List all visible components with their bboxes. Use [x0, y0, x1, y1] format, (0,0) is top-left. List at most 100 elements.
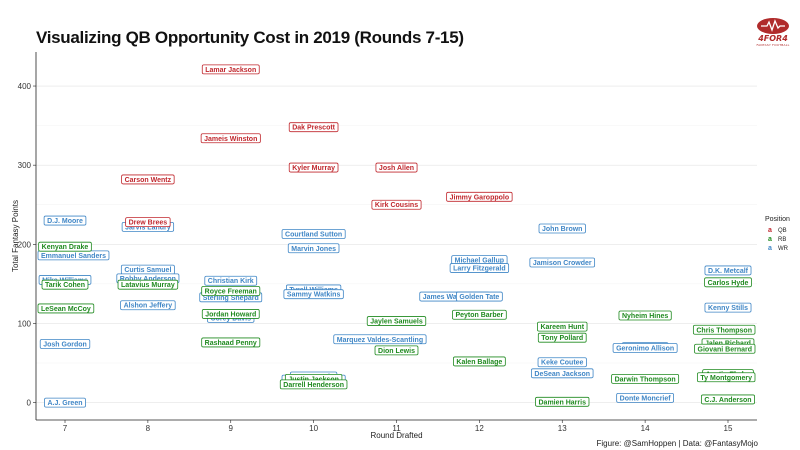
data-point-label: Damien Harris	[535, 396, 590, 407]
label-text: Keke Coutee	[541, 360, 584, 367]
label-text: Peyton Barber	[455, 312, 503, 319]
y-tick-label: 0	[27, 399, 32, 408]
label-box	[704, 277, 752, 288]
label-box	[616, 392, 674, 403]
label-box	[611, 373, 680, 384]
label-box	[288, 162, 339, 173]
label-text: A.J. Green	[47, 400, 82, 407]
label-text: Larry Fitzgerald	[453, 266, 506, 273]
label-text: Carson Wentz	[125, 177, 172, 184]
label-text: Kyler Murray	[292, 165, 335, 172]
legend-item-qb: a QB	[765, 226, 790, 235]
data-point-label: Kalen Ballage	[453, 356, 506, 367]
data-point-label: Josh Gordon	[39, 339, 91, 349]
label-text: Latavius Murray	[121, 282, 175, 289]
label-box	[537, 332, 587, 343]
label-text: Donte Moncrief	[620, 395, 672, 402]
label-box	[125, 217, 171, 228]
label-box	[704, 302, 752, 313]
label-text: Kenyan Drake	[42, 244, 89, 251]
y-tick-label: 400	[18, 82, 32, 91]
label-text: Corey Davis	[211, 315, 252, 322]
label-box	[374, 345, 419, 356]
label-box	[288, 122, 339, 133]
data-point-label: Kareem Hunt	[537, 321, 588, 332]
x-tick-label: 9	[229, 424, 234, 433]
data-point-label: Kirk Cousins	[371, 199, 422, 210]
brand-logo: 4FOR4 FANTASY FOOTBALL	[752, 17, 794, 51]
data-point-label: D.J. Moore	[43, 215, 87, 226]
data-point-label: Geronimo Allison	[612, 343, 678, 353]
label-text: Sterling Shepard	[203, 295, 259, 302]
label-text: Sammy Watkins	[287, 292, 341, 299]
data-point-label: Carson Wentz	[121, 174, 175, 185]
data-point-label: Kenyan Drake	[38, 241, 92, 252]
y-tick-label: 100	[18, 319, 32, 328]
data-point-label: Darrell Henderson	[279, 379, 348, 390]
label-box	[201, 337, 261, 348]
data-point-label: Kyler Murray	[288, 162, 339, 173]
data-point-label: Giovani Bernard	[694, 343, 756, 354]
label-text: D.K. Metcalf	[708, 268, 749, 275]
label-text: Josh Allen	[379, 165, 414, 172]
label-text: Jameis Winston	[204, 136, 257, 143]
label-box	[692, 324, 756, 335]
label-text: Darrell Henderson	[283, 382, 344, 389]
x-axis-title: Round Drafted	[370, 431, 422, 440]
data-point-label: Peyton Barber	[452, 309, 507, 320]
label-box	[200, 133, 261, 144]
label-text: Lamar Jackson	[205, 67, 256, 74]
data-point-label: Courtland Sutton	[281, 229, 346, 239]
label-text: D.J. Moore	[47, 218, 83, 225]
label-text: C.J. Anderson	[704, 397, 751, 404]
x-tick-label: 12	[475, 424, 484, 433]
figure-caption: Figure: @SamHoppen | Data: @FantasyMojo	[596, 439, 759, 448]
label-box	[449, 263, 510, 273]
x-tick-label: 11	[392, 424, 401, 433]
data-point-label: Rashaad Penny	[201, 337, 261, 348]
data-point-label: DeSean Jackson	[531, 368, 594, 379]
label-text: Kirk Cousins	[375, 202, 418, 209]
label-text: Nyheim Hines	[622, 313, 668, 320]
data-point-label: Alshon Jeffery	[120, 300, 176, 311]
label-text: Jamison Crowder	[533, 260, 592, 267]
label-box	[535, 396, 590, 407]
label-text: Jimmy Garoppolo	[450, 194, 510, 201]
legend-label: QB	[778, 227, 787, 234]
label-box	[538, 223, 586, 234]
data-point-label: Christian Kirk	[204, 275, 258, 286]
label-text: Christian Kirk	[208, 278, 254, 285]
label-box	[281, 229, 346, 239]
data-point-label: Royce Freeman	[201, 286, 261, 296]
label-text: Marquez Valdes-Scantling	[337, 337, 423, 344]
data-point-label: Sammy Watkins	[283, 289, 344, 300]
data-point-label: Ty Montgomery	[696, 372, 756, 383]
data-point-label: Tony Pollard	[537, 332, 587, 343]
label-text: Emmanuel Sanders	[41, 253, 106, 260]
x-tick-label: 8	[146, 424, 151, 433]
label-box	[201, 309, 260, 319]
legend-key: a	[768, 227, 772, 234]
label-box	[366, 316, 427, 326]
data-point-label: Chris Thompson	[692, 324, 756, 335]
data-point-label: Tarik Cohen	[41, 279, 89, 290]
label-text: Dion Lewis	[378, 348, 415, 355]
data-point-label: Jameis Winston	[200, 133, 261, 144]
label-text: Curtis Samuel	[124, 267, 171, 274]
y-tick-label: 200	[18, 240, 32, 249]
label-box	[121, 174, 175, 185]
label-box	[38, 241, 92, 252]
label-text: Tarik Cohen	[45, 282, 85, 289]
data-point-label: Jordan Howard	[201, 309, 260, 319]
chart-legend: Position a QB a RB a WR	[765, 216, 790, 253]
label-text: John Brown	[542, 226, 582, 233]
label-box	[696, 372, 756, 383]
label-text: Carlos Hyde	[708, 280, 749, 287]
label-box	[41, 279, 89, 290]
label-text: Drew Brees	[129, 220, 168, 227]
chart-title: Visualizing QB Opportunity Cost in 2019 …	[36, 28, 464, 47]
label-text: Royce Freeman	[205, 289, 257, 296]
data-point-label: Lamar Jackson	[201, 64, 260, 75]
legend-item-rb: a RB	[765, 235, 790, 244]
label-box	[39, 339, 91, 349]
